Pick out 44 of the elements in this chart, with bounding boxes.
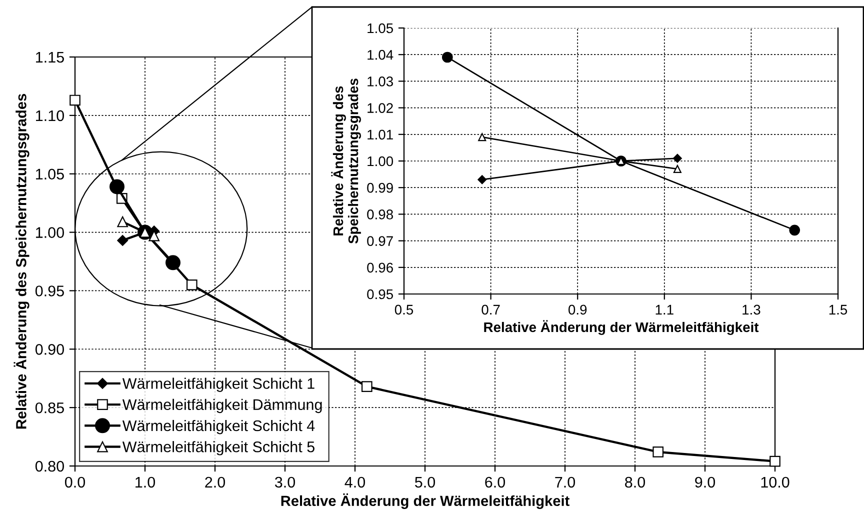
y-tick-label: 1.01 (368, 130, 393, 140)
x-tick-label: 0.5 (394, 304, 414, 315)
y-tick-label: 0.95 (367, 289, 394, 300)
y-tick-label: 1.00 (36, 227, 64, 238)
x-tick-label: 3.0 (274, 476, 296, 488)
y-tick-label: 0.96 (367, 262, 393, 273)
y-tick-label: 1.04 (368, 50, 394, 60)
y-tick-label: 1.00 (368, 156, 394, 166)
legend-label: Wärmeleitfähigkeit Dämmung (122, 398, 322, 414)
y-tick-label: 0.90 (35, 344, 64, 355)
x-tick-label: 10.0 (761, 476, 790, 488)
y-tick-label: 1.03 (368, 76, 393, 86)
x-axis-title: Relative Änderung der Wärmeleitfähigkeit (281, 493, 570, 509)
x-tick-label: 0.7 (482, 304, 500, 315)
x-tick-label: 6.0 (485, 476, 506, 488)
x-tick-label: 1.1 (656, 304, 674, 314)
legend-label: Wärmeleitfähigkeit Schicht 5 (122, 441, 314, 456)
x-tick-label: 5.0 (414, 476, 436, 488)
y-tick-label: 0.99 (367, 182, 393, 193)
y-tick-label: 0.80 (35, 460, 64, 472)
x-tick-label: 1.3 (742, 304, 760, 315)
x-tick-label: 2.0 (205, 476, 226, 488)
y-axis-title: Relative Änderung des Speichernutzungsgrades (331, 78, 361, 244)
x-tick-label: 4.0 (344, 476, 366, 488)
y-tick-label: 0.85 (35, 402, 64, 414)
x-tick-label: 8.0 (625, 476, 646, 488)
x-tick-label: 7.0 (555, 476, 576, 488)
legend-label: Wärmeleitfähigkeit Schicht 1 (122, 378, 314, 392)
y-tick-label: 0.98 (367, 210, 393, 220)
y-tick-label: 1.05 (36, 168, 64, 180)
legend-label: Wärmeleitfähigkeit Schicht 4 (122, 420, 315, 434)
x-tick-label: 0.9 (568, 304, 587, 315)
y-tick-label: 0.97 (367, 236, 393, 246)
x-tick-label: 0.0 (64, 476, 86, 488)
x-tick-label: 1.5 (829, 304, 848, 315)
y-tick-label: 1.02 (368, 103, 393, 113)
y-tick-label: 1.05 (368, 23, 394, 34)
y-axis-title: Relative Änderung des Speichernutzungsgrades (14, 94, 30, 429)
y-tick-label: 1.10 (36, 110, 64, 122)
x-axis-title: Relative Änderung der Wärmeleitfähigkeit (484, 320, 759, 335)
x-tick-label: 1.0 (136, 476, 156, 488)
y-tick-label: 0.95 (35, 286, 64, 296)
x-tick-label: 9.0 (695, 476, 716, 488)
y-tick-label: 1.15 (36, 52, 64, 63)
